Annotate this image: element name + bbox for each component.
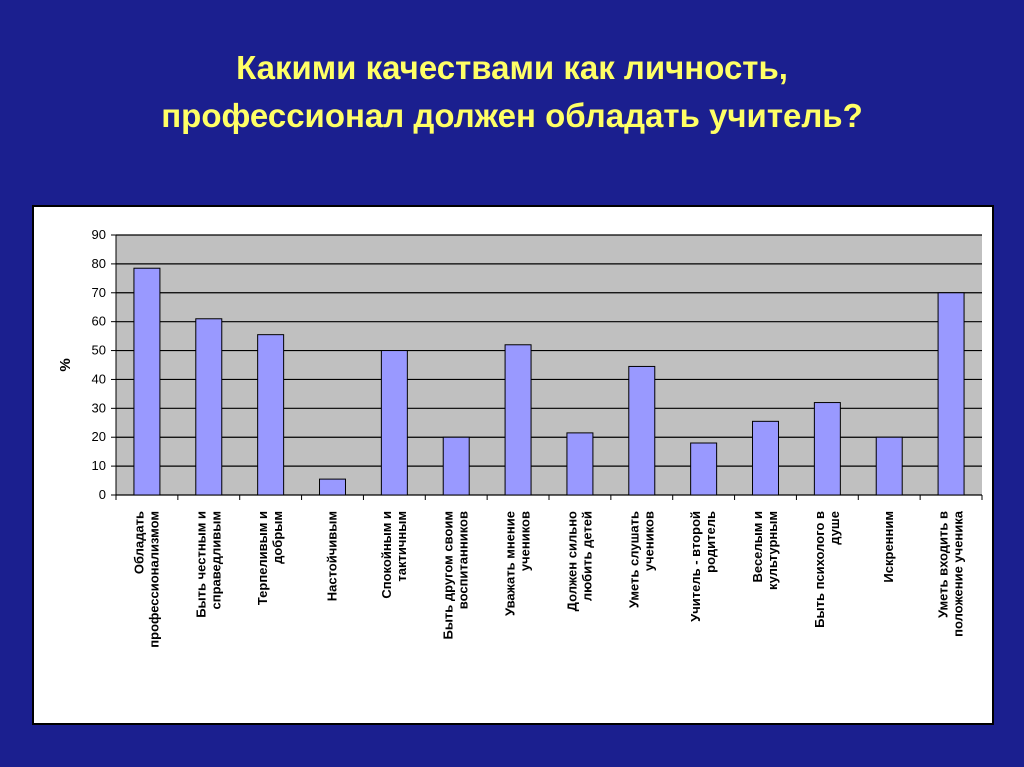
x-category-label-line: Учитель - второй [688,511,703,622]
x-category-label-line: Уметь входить в [936,511,951,618]
x-category-label-line: Уметь слушать [626,511,641,608]
bar [257,334,285,496]
x-category-label-line: Настойчивым [325,511,340,601]
x-category-label-line: родитель [703,511,718,573]
bar-chart: 0 10 20 30 40 50 60 70 80 90% Обладатьпрофессионал… [57,227,983,648]
x-category-label-line: добрым [270,511,285,564]
x-category-label-line: учеников [518,511,533,571]
x-category-label-line: Быть психолого в [812,511,827,628]
bar [319,478,346,496]
plot-area [116,235,982,495]
y-tick-label: 90 [92,227,106,242]
x-category-label-line: воспитанников [456,511,471,609]
y-tick-label: 30 [92,400,106,415]
y-tick-label: 50 [92,343,106,358]
bar [566,432,594,496]
y-tick-label: 40 [92,371,106,386]
x-category-label-line: любить детей [579,511,594,601]
x-category-label: Уметь слушатьучеников [626,511,656,608]
bar [752,420,779,496]
x-category-label: Учитель - второйродитель [688,511,718,622]
y-tick-label: 80 [92,256,106,271]
slide-title-line-1: Какими качествами как личность, [236,49,788,86]
x-category-label-line: учеников [641,511,656,571]
x-category-label: Веселым икультурным [750,511,780,590]
x-category-label-line: положение ученика [951,510,966,637]
bar [195,318,223,496]
x-category-label-line: Обладать [131,511,146,574]
x-category-label-line: тактичным [394,511,409,582]
x-category-label: Спокойным итактичным [379,511,409,599]
x-category-label: Настойчивым [325,511,340,601]
y-axis-label: % [57,358,74,371]
x-category-label: Должен сильнолюбить детей [564,511,594,611]
slide-title-line-2: профессионал должен обладать учитель? [161,97,863,134]
y-tick-label: 60 [92,314,106,329]
y-tick-label: 10 [92,458,106,473]
x-category-label-line: Должен сильно [564,511,579,611]
bar [380,350,408,496]
y-tick-label: 0 [99,487,106,502]
bar [504,344,532,496]
x-category-label: Обладатьпрофессионализмом [131,511,161,648]
x-category-label: Уметь входить вположение ученика [936,510,966,637]
x-category-label: Терпеливым идобрым [255,511,285,605]
x-category-label-line: Быть честным и [193,511,208,618]
x-category-label: Быть честным исправедливым [193,511,223,618]
bar [875,436,903,496]
x-category-label-line: Спокойным и [379,511,394,599]
bar [690,442,718,496]
bar [442,436,470,496]
x-category-label-line: справедливым [208,511,223,610]
bar [937,292,965,496]
chart-frame: 0 10 20 30 40 50 60 70 80 90% Обладатьпрофессионал… [32,205,994,725]
bar [133,267,161,496]
x-category-label-line: Уважать мнение [503,511,518,616]
x-category-label: Быть психолого вдуше [812,511,842,628]
x-category-label-line: Искренним [881,511,896,583]
x-category-label-line: душе [827,511,842,545]
x-category-label-line: Веселым и [750,511,765,583]
y-tick-label: 70 [92,285,106,300]
y-tick-label: 20 [92,429,106,444]
slide-title: Какими качествами как личность, професси… [0,44,1024,140]
x-category-label-line: Терпеливым и [255,511,270,605]
x-category-label: Искренним [881,511,896,583]
x-category-label: Быть другом своимвоспитанников [441,511,471,640]
x-category-label-line: культурным [765,511,780,590]
bar [628,365,656,496]
x-category-label-line: профессионализмом [146,511,161,648]
bar [813,402,841,496]
x-category-label: Уважать мнениеучеников [503,511,533,616]
x-category-label-line: Быть другом своим [441,511,456,640]
